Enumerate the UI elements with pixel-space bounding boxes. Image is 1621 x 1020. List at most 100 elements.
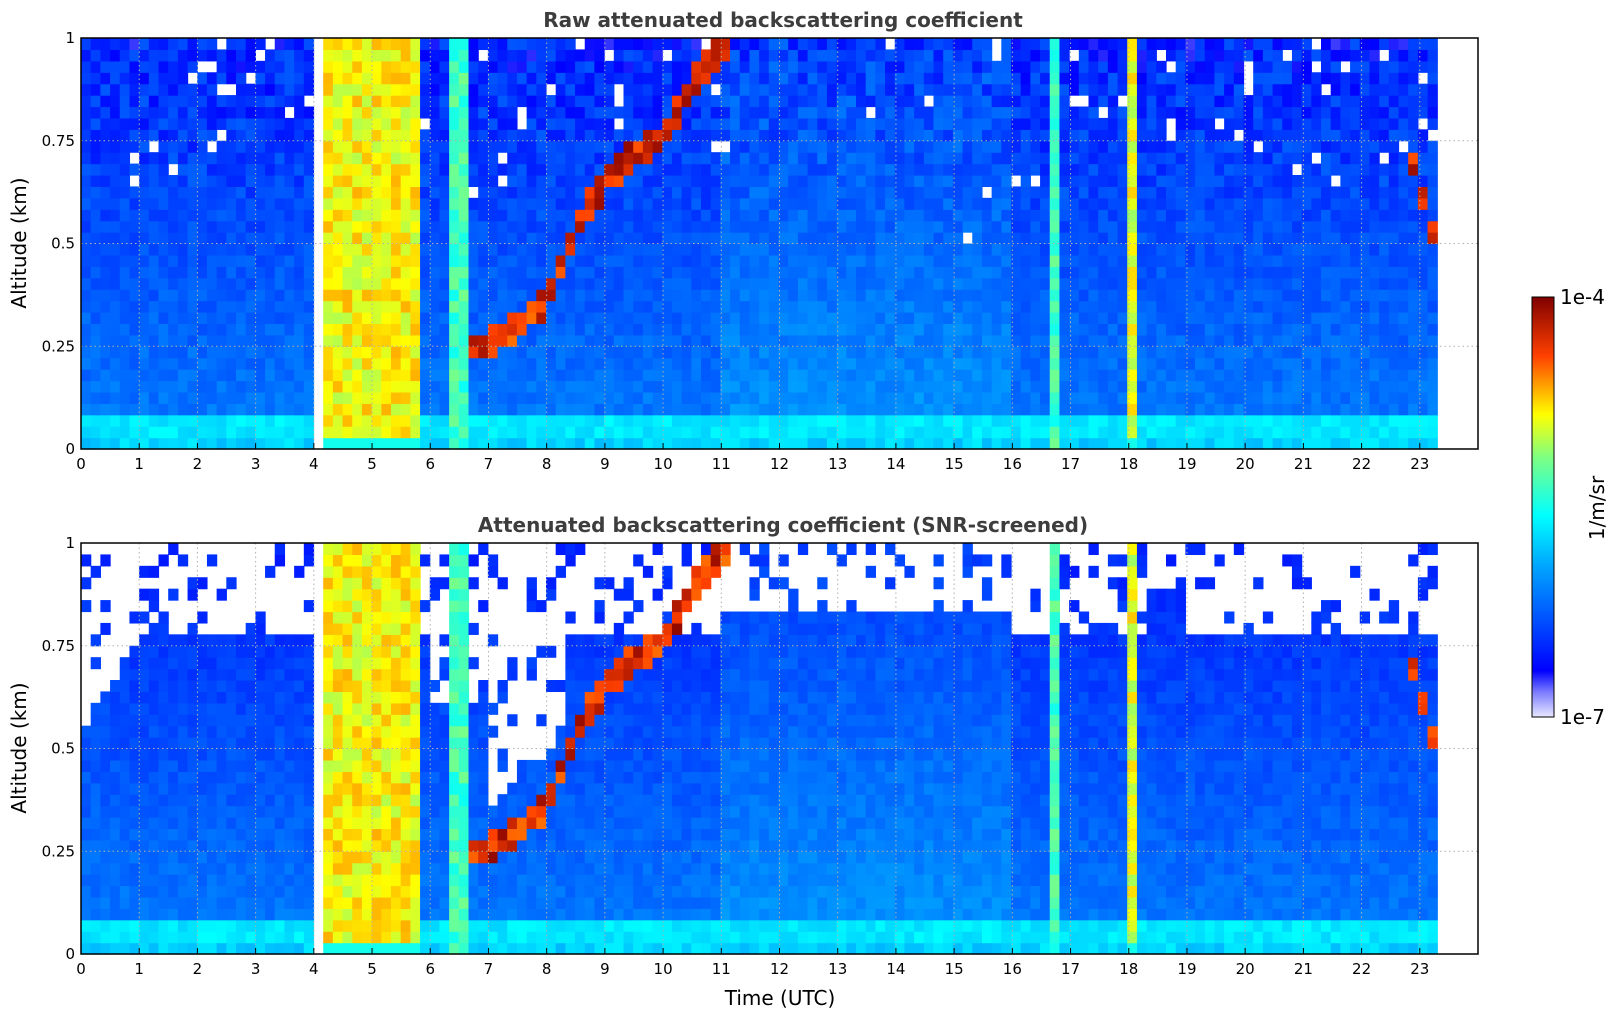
heatmap-cell bbox=[487, 72, 499, 85]
heatmap-cell bbox=[1282, 197, 1293, 210]
heatmap-cell bbox=[468, 117, 479, 130]
heatmap-cell bbox=[768, 323, 780, 336]
heatmap-cell bbox=[1078, 391, 1090, 404]
heatmap-cell bbox=[565, 60, 576, 73]
heatmap-cell bbox=[1233, 232, 1245, 245]
heatmap-cell bbox=[429, 38, 441, 51]
heatmap-cell bbox=[671, 369, 683, 382]
heatmap-cell bbox=[158, 72, 169, 85]
heatmap-cell bbox=[972, 152, 983, 165]
heatmap-cell bbox=[701, 426, 712, 439]
heatmap-cell bbox=[778, 220, 789, 233]
heatmap-cell bbox=[846, 243, 857, 256]
heatmap-cell bbox=[1127, 426, 1138, 439]
heatmap-cell bbox=[487, 312, 499, 325]
heatmap-cell bbox=[1049, 95, 1061, 108]
heatmap-cell bbox=[1291, 95, 1303, 108]
heatmap-cell bbox=[1379, 323, 1390, 336]
heatmap-cell bbox=[245, 38, 256, 51]
heatmap-cell bbox=[1185, 426, 1196, 439]
heatmap-cell bbox=[1049, 175, 1061, 188]
heatmap-cell bbox=[458, 300, 470, 313]
heatmap-cell bbox=[1175, 197, 1186, 210]
heatmap-cell bbox=[100, 163, 111, 176]
heatmap-cell bbox=[1088, 175, 1099, 188]
heatmap-cell bbox=[604, 266, 615, 279]
heatmap-cell bbox=[691, 380, 702, 393]
heatmap-cell bbox=[1146, 380, 1157, 393]
heatmap-cell bbox=[284, 152, 295, 165]
heatmap-cell bbox=[158, 152, 169, 165]
heatmap-cell bbox=[885, 346, 896, 359]
heatmap-cell bbox=[555, 72, 566, 85]
heatmap-cell bbox=[817, 60, 828, 73]
heatmap-cell bbox=[885, 106, 896, 119]
heatmap-cell bbox=[1156, 95, 1167, 108]
heatmap-cell bbox=[768, 49, 780, 62]
heatmap-cell bbox=[1040, 437, 1051, 450]
heatmap-cell bbox=[1001, 414, 1012, 427]
heatmap-cell bbox=[478, 414, 489, 427]
heatmap-cell bbox=[1272, 380, 1283, 393]
heatmap-cell bbox=[400, 38, 411, 51]
heatmap-cell bbox=[148, 106, 160, 119]
heatmap-cell bbox=[516, 186, 528, 199]
heatmap-cell bbox=[1224, 72, 1235, 85]
heatmap-cell bbox=[129, 289, 140, 302]
heatmap-cell bbox=[943, 209, 954, 222]
heatmap-cell bbox=[1253, 426, 1264, 439]
heatmap-cell bbox=[226, 220, 237, 233]
heatmap-cell bbox=[439, 186, 450, 199]
heatmap-cell bbox=[991, 334, 1002, 347]
heatmap-cell bbox=[846, 197, 857, 210]
heatmap-cell bbox=[1340, 232, 1351, 245]
heatmap-cell bbox=[894, 300, 906, 313]
heatmap-cell bbox=[1272, 197, 1283, 210]
heatmap-cell bbox=[1059, 106, 1070, 119]
heatmap-cell bbox=[265, 83, 276, 96]
heatmap-cell bbox=[914, 391, 925, 404]
heatmap-cell bbox=[1146, 163, 1157, 176]
heatmap-cell bbox=[1011, 426, 1022, 439]
heatmap-cell bbox=[255, 277, 266, 290]
heatmap-cell bbox=[972, 106, 983, 119]
heatmap-cell bbox=[1195, 38, 1206, 51]
heatmap-cell bbox=[158, 49, 169, 62]
heatmap-cell bbox=[81, 277, 92, 290]
heatmap-cell bbox=[206, 83, 218, 96]
heatmap-cell bbox=[381, 426, 392, 439]
heatmap-cell bbox=[788, 414, 799, 427]
heatmap-cell bbox=[710, 163, 721, 176]
heatmap-cell bbox=[1166, 414, 1177, 427]
heatmap-cell bbox=[294, 197, 305, 210]
heatmap-cell bbox=[885, 232, 896, 245]
heatmap-cell bbox=[1379, 129, 1390, 142]
heatmap-cell bbox=[274, 403, 286, 416]
heatmap-cell bbox=[943, 300, 954, 313]
heatmap-cell bbox=[119, 220, 131, 233]
heatmap-cell bbox=[846, 369, 857, 382]
heatmap-cell bbox=[265, 197, 276, 210]
heatmap-cell bbox=[391, 323, 402, 336]
heatmap-cell bbox=[245, 220, 256, 233]
heatmap-cell bbox=[119, 346, 131, 359]
heatmap-cell bbox=[856, 277, 867, 290]
heatmap-cell bbox=[623, 403, 634, 416]
heatmap-cell bbox=[90, 197, 101, 210]
heatmap-cell bbox=[759, 60, 770, 73]
heatmap-cell bbox=[1069, 277, 1080, 290]
heatmap-cell bbox=[487, 380, 499, 393]
heatmap-cell bbox=[642, 323, 654, 336]
heatmap-cell bbox=[1059, 152, 1070, 165]
heatmap-cell bbox=[768, 140, 780, 153]
heatmap-cell bbox=[381, 83, 392, 96]
heatmap-cell bbox=[981, 83, 993, 96]
heatmap-cell bbox=[1175, 60, 1186, 73]
heatmap-cell bbox=[1243, 334, 1254, 347]
heatmap-cell bbox=[1146, 289, 1157, 302]
heatmap-cell bbox=[1098, 38, 1109, 51]
heatmap-cell bbox=[914, 140, 925, 153]
heatmap-cell bbox=[1185, 106, 1196, 119]
heatmap-cell bbox=[681, 369, 692, 382]
heatmap-cell bbox=[391, 277, 402, 290]
